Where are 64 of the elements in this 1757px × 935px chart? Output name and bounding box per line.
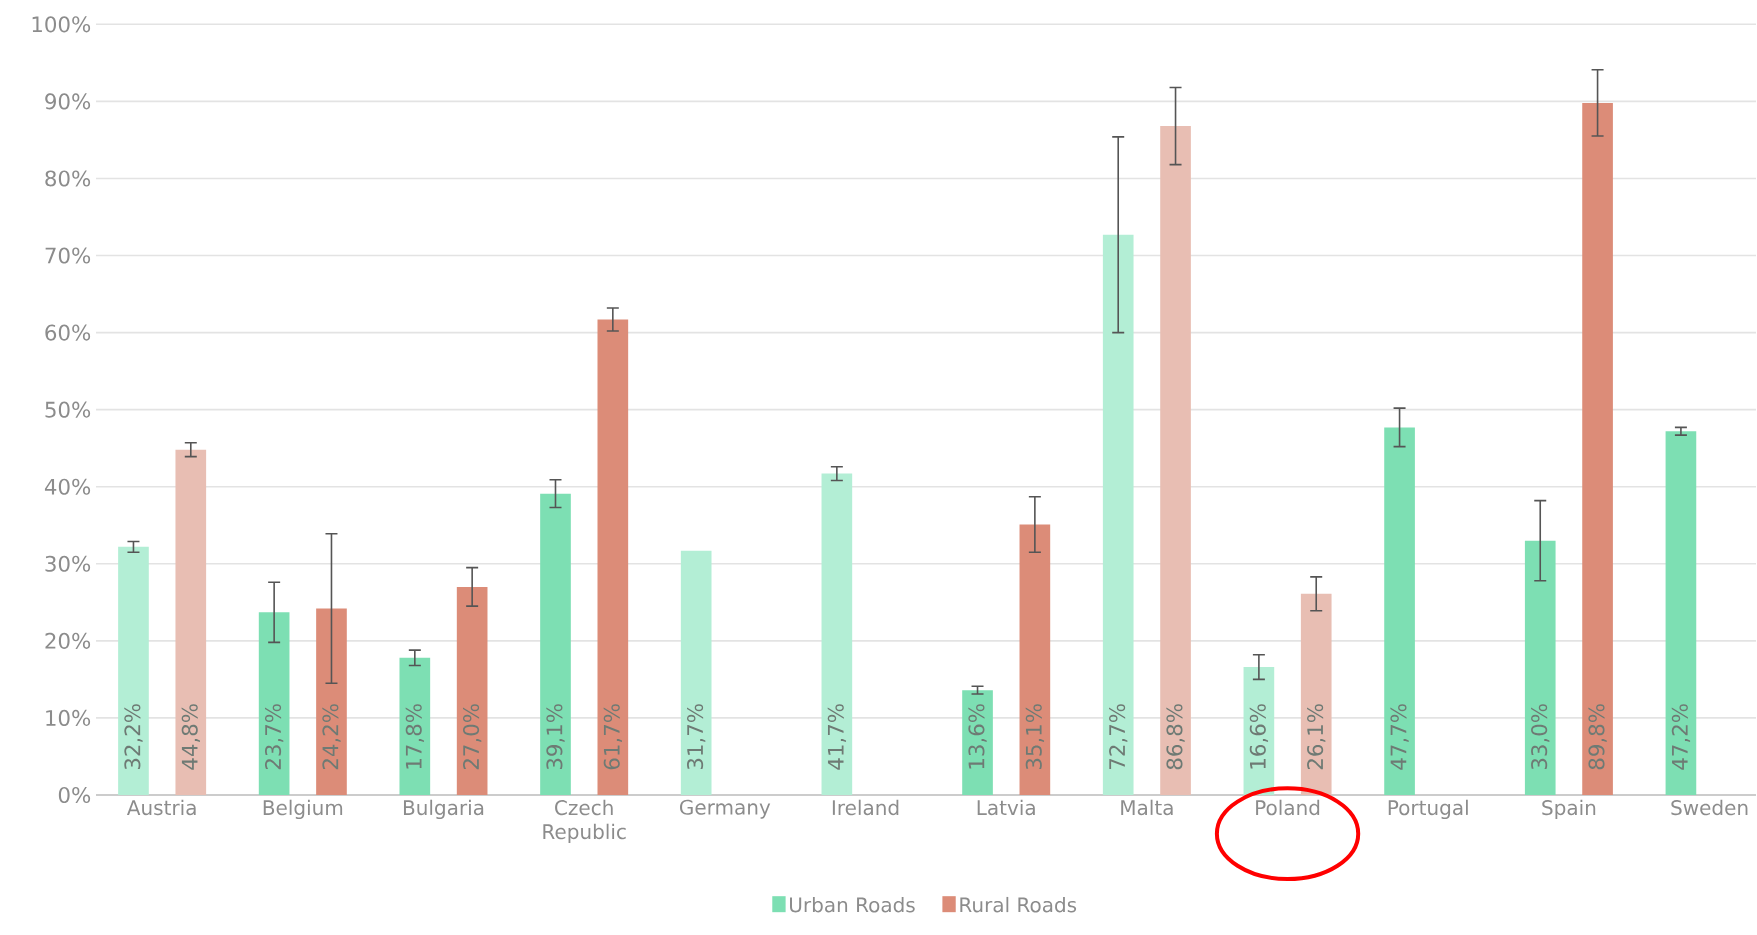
bar	[962, 690, 993, 795]
bar	[399, 657, 431, 795]
x-tick-label: Austria	[126, 799, 196, 816]
bar	[1160, 126, 1191, 795]
data-label: 39,1%	[546, 704, 565, 770]
y-tick-label: 50%	[45, 401, 91, 418]
bar	[1019, 524, 1051, 795]
y-tick-label: 0%	[58, 786, 91, 804]
data-label: 24,2%	[322, 704, 341, 770]
data-label: 27,0%	[463, 704, 482, 770]
x-tick-label: Portugal	[1388, 799, 1468, 820]
data-label: 89,8%	[1588, 704, 1607, 770]
data-label: 13,6%	[968, 704, 987, 769]
y-tick-label: 60%	[45, 324, 91, 341]
y-tick-label: 30%	[45, 555, 91, 572]
y-tick-label: 10%	[46, 709, 91, 726]
y-tick-label: 100%	[32, 16, 91, 33]
x-tick-label: Poland	[1256, 799, 1320, 816]
bar	[680, 550, 712, 795]
legend-label: Urban Roads	[790, 896, 915, 913]
x-tick-label: Germany	[680, 799, 771, 819]
data-label: 16,6%	[1249, 704, 1269, 769]
data-label: 35,1%	[1025, 704, 1045, 770]
bar	[540, 493, 571, 795]
bar	[118, 546, 149, 795]
bar	[456, 586, 488, 795]
bar	[1300, 593, 1332, 795]
y-tick-label: 80%	[45, 170, 91, 187]
bar	[316, 608, 347, 795]
bar	[175, 449, 207, 795]
x-tick-label: Czech Republic	[543, 799, 626, 844]
data-label: 33,0%	[1531, 704, 1550, 770]
x-tick-label: Belgium	[263, 799, 343, 820]
bar	[597, 319, 629, 795]
x-tick-label: Bulgaria	[403, 799, 484, 820]
data-label: 32,2%	[124, 704, 143, 770]
x-tick-label: Latvia	[977, 799, 1035, 816]
data-label: 44,8%	[181, 704, 200, 770]
data-label: 26,1%	[1307, 704, 1326, 770]
y-tick-label: 90%	[45, 93, 91, 110]
data-label: 17,8%	[405, 704, 424, 769]
x-tick-label: Malta	[1121, 799, 1173, 816]
data-label: 61,7%	[603, 704, 622, 770]
x-tick-label: Spain	[1542, 799, 1596, 820]
x-tick-label: Ireland	[832, 799, 899, 816]
bar	[1582, 102, 1613, 795]
bar	[1524, 540, 1556, 795]
data-label: 31,7%	[687, 704, 706, 770]
y-tick-label: 20%	[45, 632, 91, 649]
y-tick-label: 70%	[45, 247, 91, 264]
data-label: 47,7%	[1390, 704, 1409, 770]
bar	[821, 473, 853, 795]
x-tick-label: Sweden	[1671, 799, 1748, 816]
data-label: 41,7%	[827, 704, 847, 770]
bar	[1102, 234, 1134, 795]
bar	[258, 612, 290, 795]
data-label: 23,7%	[264, 704, 284, 770]
bar	[1665, 431, 1697, 795]
data-label: 72,7%	[1109, 704, 1128, 769]
data-label: 47,2%	[1671, 704, 1691, 770]
legend-label: Rural Roads	[960, 896, 1077, 913]
y-tick-label: 40%	[44, 478, 91, 495]
data-label: 86,8%	[1166, 704, 1185, 770]
bar	[1384, 427, 1415, 795]
